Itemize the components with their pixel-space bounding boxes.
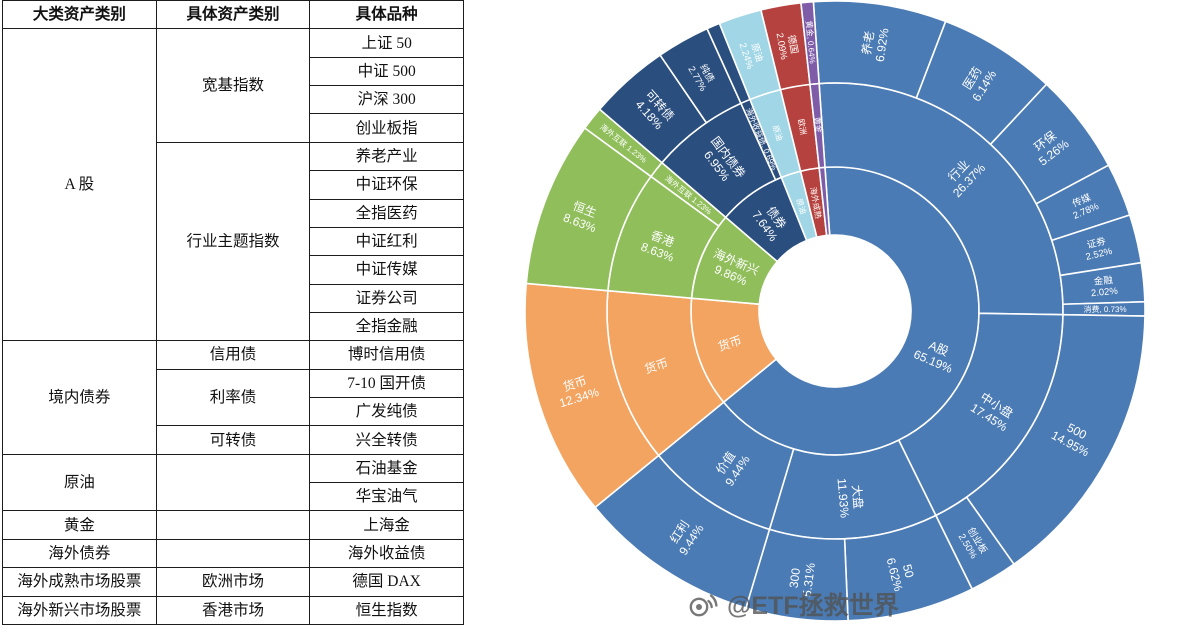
item-cell: 养老产业 (309, 141, 464, 172)
sub-asset-cell: 欧洲市场 (155, 567, 311, 597)
item-cell: 中证环保 (309, 170, 464, 200)
watermark: @ETF拯救世界 (686, 586, 899, 622)
sub-asset-cell: 行业主题指数 (155, 141, 311, 342)
item-cell: 创业板指 (309, 113, 464, 143)
weibo-icon (689, 594, 718, 617)
asset-table: 大类资产类别 具体资产类别 具体品种 A 股宽基指数 上证 50 中证 500 沪深 300… (2, 0, 464, 625)
segment-label: 大盘11.93% (834, 476, 866, 518)
sunburst-segment (800, 0, 820, 86)
sub-asset-cell: 香港市场 (155, 595, 311, 625)
segment-label: 红利9.44% (664, 513, 707, 558)
segment-label: 金融2.02% (1089, 274, 1119, 300)
item-cell: 证券公司 (309, 283, 464, 313)
sub-asset-cell: 信用债 (155, 340, 311, 370)
item-cell: 石油基金 (309, 453, 464, 484)
major-asset-cell: A 股 (2, 28, 157, 342)
sub-asset-cell (155, 510, 311, 540)
item-cell: 恒生指数 (309, 595, 464, 625)
segment-label: 货币12.34% (553, 370, 601, 410)
item-cell: 博时信用债 (309, 340, 464, 370)
item-cell: 中证传媒 (309, 255, 464, 285)
item-cell: 海外收益债 (309, 538, 464, 569)
segment-label: 黄金, 0.64% (804, 20, 818, 64)
segment-label: 货币 (716, 332, 743, 353)
major-asset-cell: 海外成熟市场股票 (2, 567, 157, 597)
segment-label: 消费, 0.73% (1083, 304, 1126, 314)
segment-label: 黄金 (813, 116, 824, 133)
major-asset-cell: 原油 (2, 453, 157, 512)
item-cell: 上海金 (309, 510, 464, 540)
sub-asset-cell (155, 453, 311, 512)
segment-label: 德国2.09% (774, 30, 802, 61)
asset-table-panel: 大类资产类别 具体资产类别 具体品种 A 股宽基指数 上证 50 中证 500 沪深 300… (2, 0, 464, 625)
segment-label: 3005.31% (786, 560, 818, 598)
item-cell: 沪深 300 (309, 85, 464, 115)
segment-label: 原油 (771, 124, 785, 142)
item-cell: 上证 50 (309, 28, 464, 58)
segment-label: 货币 (643, 355, 670, 376)
item-cell: 华宝油气 (309, 482, 464, 512)
segment-label: 欧洲 (796, 118, 809, 136)
item-cell: 全指金融 (309, 311, 464, 342)
column-header: 大类资产类别 (2, 0, 157, 30)
segment-label: 养老6.92% (858, 25, 892, 63)
item-cell: 中证红利 (309, 226, 464, 257)
sub-asset-cell: 利率债 (155, 368, 311, 427)
column-header: 具体资产类别 (155, 0, 311, 30)
item-cell: 兴全转债 (309, 425, 464, 455)
segment-label: 原油 (794, 197, 808, 215)
item-cell: 中证 500 (309, 56, 464, 87)
item-cell: 全指医药 (309, 198, 464, 228)
watermark-text: @ETF拯救世界 (727, 592, 899, 620)
major-asset-cell: 境内债券 (2, 340, 157, 455)
major-asset-cell: 海外新兴市场股票 (2, 595, 157, 625)
